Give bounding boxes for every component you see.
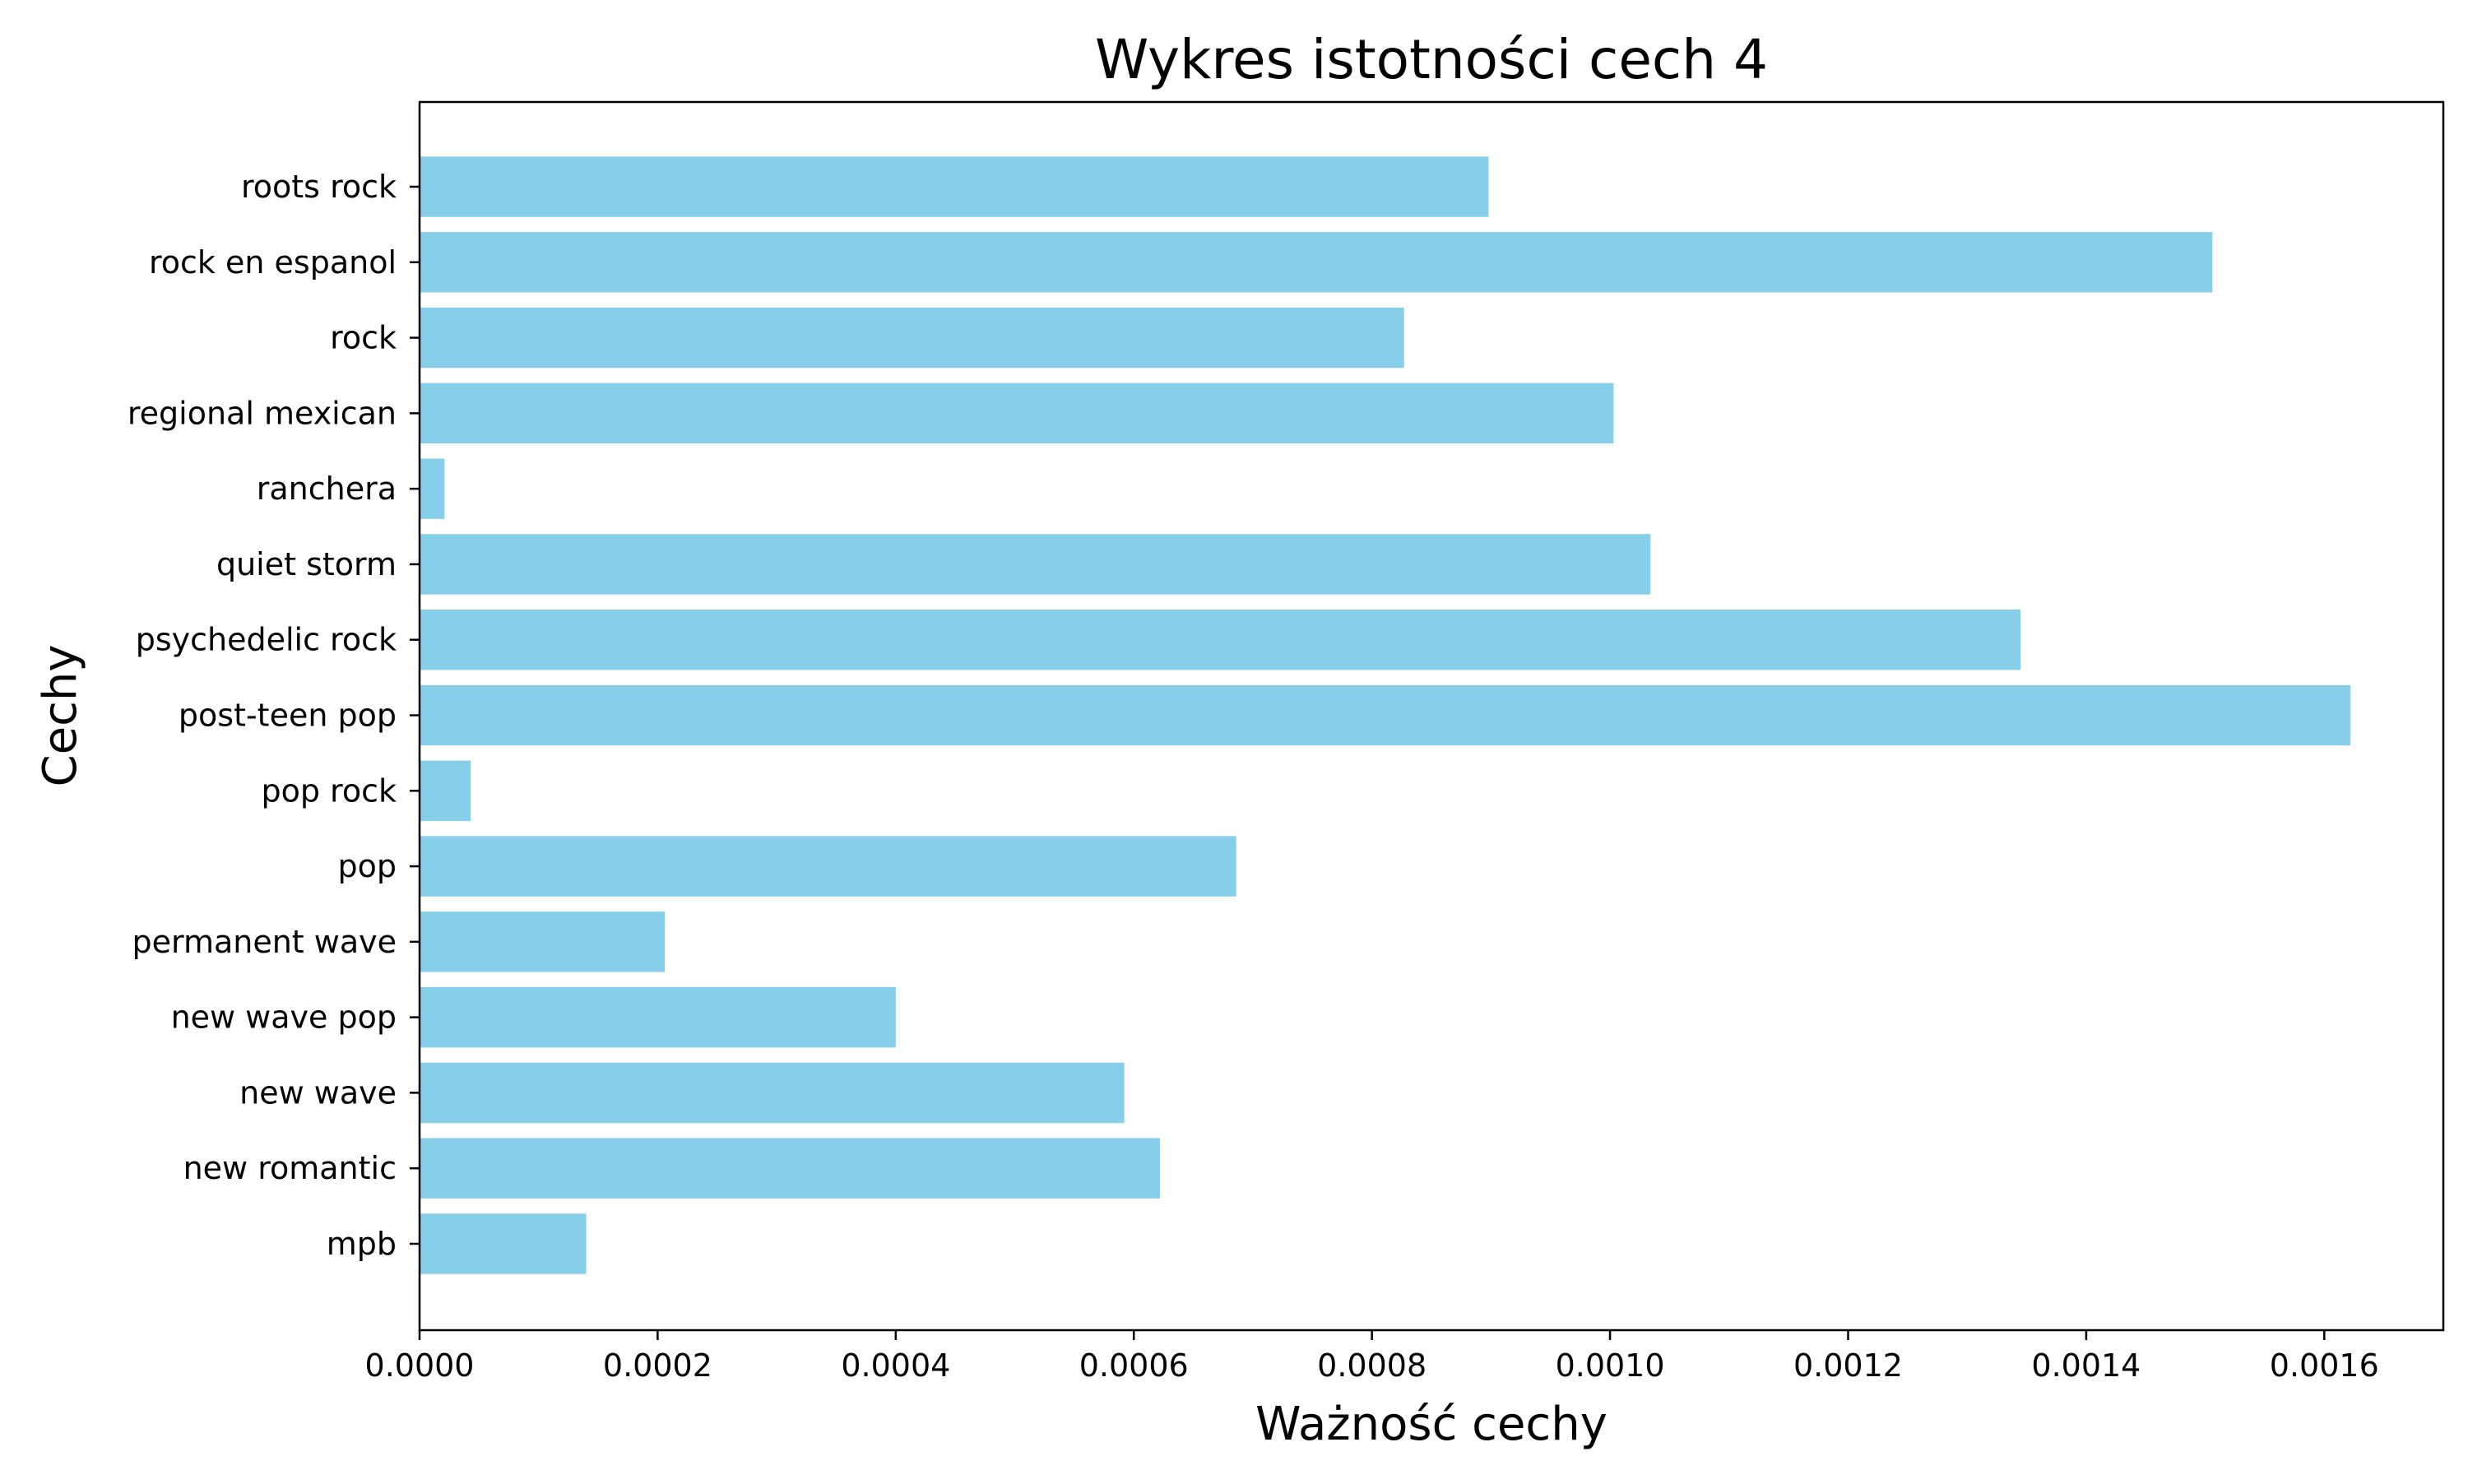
y-tick-label: pop rock (261, 772, 397, 809)
bar-new-romantic (420, 1138, 1161, 1199)
bar-psychedelic-rock (420, 610, 2021, 670)
y-tick-label: mpb (327, 1226, 397, 1262)
x-tick-label: 0.0012 (1793, 1347, 1903, 1384)
x-axis-ticks: 0.0000 0.0002 0.0004 0.0006 0.0008 0.0010 0.00… (365, 1330, 2379, 1384)
bar-permanent-wave (420, 911, 666, 972)
bar-post-teen-pop (420, 684, 2351, 746)
y-tick-label: rock (330, 320, 397, 356)
y-tick-label: post-teen pop (179, 698, 397, 734)
plot-frame (418, 100, 2445, 1332)
bar-pop-rock (420, 760, 471, 821)
y-tick-label: psychedelic rock (136, 622, 397, 658)
y-tick-label: new wave pop (171, 999, 397, 1036)
y-tick-label: permanent wave (132, 924, 397, 960)
x-tick-label: 0.0008 (1317, 1347, 1427, 1384)
y-tick-label: new romantic (183, 1150, 397, 1186)
bar-ranchera (420, 458, 445, 519)
bar-regional-mexican (420, 383, 1614, 444)
x-tick-label: 0.0004 (841, 1347, 950, 1384)
x-axis-title: Ważność cechy (1255, 1398, 1607, 1451)
x-tick-label: 0.0002 (603, 1347, 712, 1384)
y-tick-label: roots rock (241, 169, 397, 205)
y-tick-label: rock en espanol (149, 244, 397, 281)
bar-new-wave (420, 1062, 1125, 1124)
y-axis-title: Cechy (34, 645, 87, 787)
x-tick-label: 0.0010 (1556, 1347, 1665, 1384)
y-tick-label: pop (338, 848, 397, 884)
x-tick-label: 0.0014 (2031, 1347, 2141, 1384)
y-tick-label: ranchera (257, 471, 397, 507)
bar-new-wave-pop (420, 986, 896, 1048)
bar-quiet-storm (420, 534, 1651, 595)
bar-rock (420, 307, 1404, 369)
x-tick-label: 0.0000 (365, 1347, 475, 1384)
x-tick-label: 0.0016 (2270, 1347, 2379, 1384)
bar-roots-rock (420, 156, 1489, 217)
y-axis-ticks: mpb new romantic new wave new wave pop perma… (128, 169, 420, 1262)
x-tick-label: 0.0006 (1079, 1347, 1189, 1384)
chart-title: Wykres istotności cech 4 (1095, 28, 1768, 91)
bar-mpb (420, 1213, 587, 1274)
y-tick-label: regional mexican (128, 395, 397, 431)
bar-rock-en-espanol (420, 232, 2213, 293)
y-tick-label: new wave (239, 1074, 397, 1111)
bars-layer (420, 156, 2351, 1274)
y-tick-label: quiet storm (216, 546, 397, 582)
bar-pop (420, 836, 1236, 897)
